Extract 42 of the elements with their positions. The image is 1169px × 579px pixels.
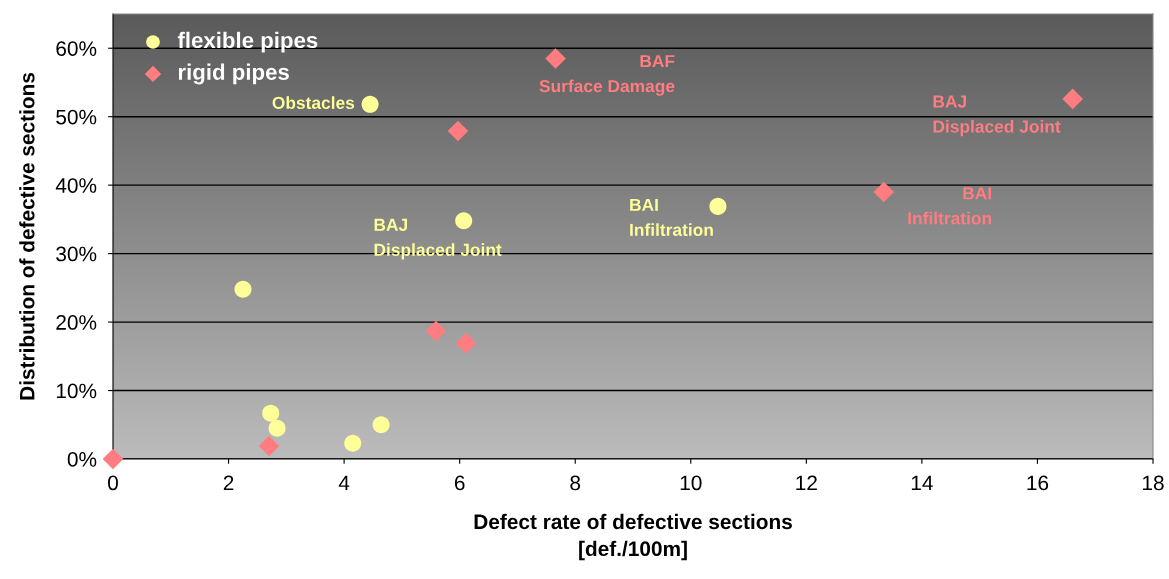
- y-tick-label: 20%: [56, 315, 97, 330]
- point: [455, 212, 473, 230]
- y-tick-label: 50%: [56, 109, 97, 125]
- point: [1062, 88, 1083, 110]
- x-tick-label: 12: [796, 475, 817, 491]
- point: [545, 48, 566, 69]
- point: [709, 197, 727, 215]
- annotation: BAI Infiltration: [908, 187, 992, 225]
- point: [344, 434, 362, 452]
- x-tick-label: 6: [454, 475, 465, 491]
- point: [102, 448, 124, 470]
- point: [425, 320, 447, 342]
- legend-label: flexible pipes: [177, 31, 318, 53]
- x-tick-label: 8: [570, 475, 581, 491]
- x-tick-label: 16: [1027, 475, 1049, 491]
- point: [455, 333, 477, 354]
- annotation: BAF Surface Damage: [539, 55, 675, 96]
- x-axis-title: Defect rate of defective sections [def./100m]: [474, 513, 792, 561]
- y-tick-label: 0%: [67, 452, 97, 467]
- point: [372, 416, 390, 434]
- x-tick-label: 2: [223, 475, 234, 491]
- y-tick-label: 40%: [55, 178, 97, 193]
- y-tick-label: 60%: [56, 41, 97, 56]
- point: [873, 181, 895, 203]
- point: [262, 404, 280, 422]
- x-tick-label: 0: [108, 475, 118, 491]
- annotation: BAJ Displaced Joint: [933, 95, 1061, 137]
- x-tick-label: 18: [1143, 475, 1164, 491]
- x-tick-label: 10: [680, 475, 702, 491]
- point: [268, 419, 286, 437]
- y-tick-label: 30%: [56, 246, 97, 262]
- point: [258, 435, 280, 457]
- annotation: Obstacles: [272, 96, 355, 110]
- point: [234, 280, 252, 298]
- point: [447, 120, 469, 142]
- x-tick-label: 4: [338, 475, 350, 491]
- x-tick-label: 14: [911, 475, 933, 491]
- y-tick-label: 10%: [56, 383, 97, 399]
- legend-label: rigid pipes: [178, 63, 289, 85]
- y-axis-title: Distribution of defective sections: [19, 72, 35, 400]
- annotation: BAI Infiltration: [630, 198, 713, 237]
- point: [361, 95, 379, 113]
